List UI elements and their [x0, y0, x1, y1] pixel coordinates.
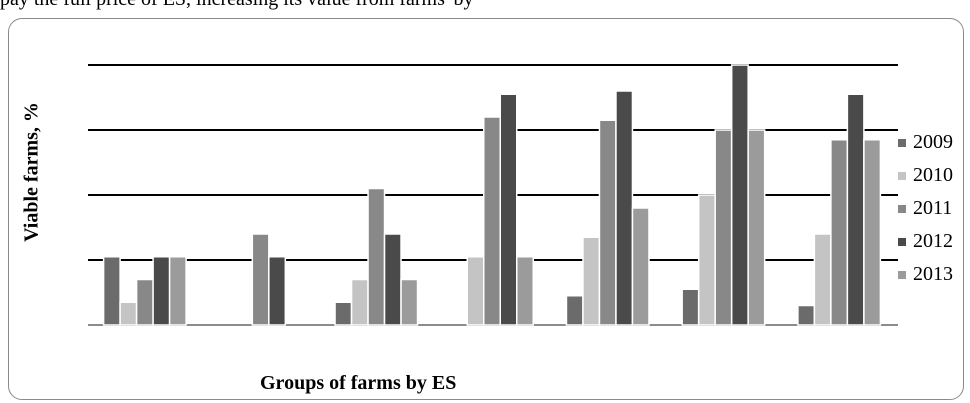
legend-swatch: [897, 269, 907, 280]
bar-2009-group-7: [797, 304, 816, 326]
bar-2009-group-3: [334, 301, 353, 326]
legend-label: 2013: [913, 263, 953, 285]
bar-2011-group-5: [598, 119, 617, 326]
bar-2010-group-1: [119, 301, 138, 326]
legend-item-2012: 2012: [897, 225, 953, 258]
legend-item-2009: 2009: [897, 126, 953, 159]
bar-2013-group-3: [400, 278, 419, 326]
bar-2011-group-1: [135, 278, 154, 326]
bar-2009-group-1: [102, 256, 121, 326]
legend-item-2010: 2010: [897, 159, 953, 192]
partial-caption-text: pay the full price of ES, increasing its…: [0, 0, 473, 11]
bar-2013-group-6: [747, 129, 766, 326]
legend-label: 2011: [913, 197, 953, 219]
bar-2013-group-5: [631, 207, 650, 326]
legend-swatch: [897, 203, 907, 214]
bar-2010-group-7: [813, 233, 832, 326]
chart-legend: 2009 2010 2011 2012 2013: [897, 126, 953, 291]
legend-label: 2009: [913, 131, 953, 153]
x-axis-label: Groups of farms by ES: [260, 372, 457, 394]
bar-2010-group-4: [466, 256, 485, 326]
legend-item-2011: 2011: [897, 192, 953, 225]
bar-2010-group-3: [350, 278, 369, 326]
bar-2013-group-4: [516, 256, 534, 326]
bar-2010-group-5: [582, 236, 601, 326]
bar-2009-group-6: [681, 288, 700, 326]
bar-2013-group-7: [863, 139, 882, 326]
legend-label: 2010: [913, 164, 953, 186]
bar-2013-group-1: [168, 256, 187, 326]
legend-item-2013: 2013: [897, 258, 953, 291]
bar-2010-group-6: [697, 194, 716, 326]
bar-2011-group-7: [830, 139, 849, 326]
bar-2012-group-6: [730, 64, 749, 326]
bar-2012-group-5: [615, 90, 634, 326]
bar-2011-group-4: [483, 116, 501, 326]
y-axis-label: Viable farms, %: [20, 102, 43, 242]
bar-2012-group-7: [846, 93, 865, 326]
bar-2012-group-3: [383, 233, 402, 326]
bar-2011-group-3: [367, 187, 386, 326]
bar-2012-group-4: [499, 93, 518, 326]
legend-swatch: [897, 170, 907, 181]
bar-2011-group-2: [251, 233, 270, 326]
bar-2009-group-5: [565, 295, 584, 326]
chart-frame: [8, 18, 964, 400]
legend-swatch: [897, 236, 907, 247]
bar-2012-group-2: [268, 256, 287, 326]
legend-swatch: [897, 137, 907, 148]
bar-2012-group-1: [152, 256, 171, 326]
legend-label: 2012: [913, 230, 953, 252]
bar-2011-group-6: [714, 129, 733, 326]
